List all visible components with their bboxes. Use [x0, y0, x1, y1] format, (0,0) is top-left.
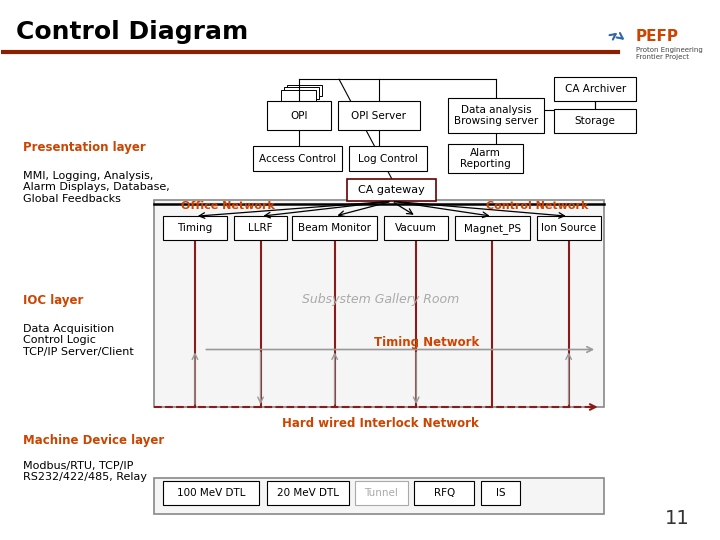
- FancyBboxPatch shape: [455, 217, 530, 240]
- Text: OPI Server: OPI Server: [351, 111, 407, 120]
- FancyBboxPatch shape: [348, 146, 427, 171]
- Text: Timing: Timing: [177, 224, 212, 233]
- Text: Vacuum: Vacuum: [395, 224, 437, 233]
- Text: Proton Engineering
Frontier Project: Proton Engineering Frontier Project: [636, 47, 703, 60]
- Text: CA gateway: CA gateway: [359, 185, 425, 195]
- FancyBboxPatch shape: [234, 217, 287, 240]
- Text: Access Control: Access Control: [259, 153, 336, 164]
- Text: Modbus/RTU, TCP/IP
RS232/422/485, Relay: Modbus/RTU, TCP/IP RS232/422/485, Relay: [22, 461, 147, 482]
- Text: CA Archiver: CA Archiver: [564, 84, 626, 93]
- FancyBboxPatch shape: [536, 217, 600, 240]
- Text: Ion Source: Ion Source: [541, 224, 596, 233]
- FancyBboxPatch shape: [348, 179, 436, 201]
- FancyBboxPatch shape: [284, 87, 319, 99]
- FancyBboxPatch shape: [554, 77, 636, 101]
- Text: Subsystem Gallery Room: Subsystem Gallery Room: [302, 293, 459, 306]
- FancyBboxPatch shape: [338, 101, 420, 130]
- FancyBboxPatch shape: [154, 200, 604, 407]
- Text: RFQ: RFQ: [433, 488, 455, 498]
- FancyBboxPatch shape: [267, 101, 331, 130]
- FancyBboxPatch shape: [384, 217, 448, 240]
- FancyBboxPatch shape: [267, 481, 348, 505]
- Text: 20 MeV DTL: 20 MeV DTL: [277, 488, 339, 498]
- Text: Office Network: Office Network: [181, 201, 275, 211]
- Text: 100 MeV DTL: 100 MeV DTL: [176, 488, 246, 498]
- FancyBboxPatch shape: [282, 90, 316, 101]
- Text: Data analysis
Browsing server: Data analysis Browsing server: [454, 105, 538, 126]
- FancyBboxPatch shape: [554, 109, 636, 133]
- FancyBboxPatch shape: [253, 146, 342, 171]
- Text: Alarm
Reporting: Alarm Reporting: [460, 148, 510, 170]
- FancyBboxPatch shape: [354, 481, 408, 505]
- Text: LLRF: LLRF: [248, 224, 273, 233]
- Text: Control Diagram: Control Diagram: [16, 20, 248, 44]
- Text: Tunnel: Tunnel: [364, 488, 398, 498]
- FancyBboxPatch shape: [287, 85, 322, 97]
- Text: Storage: Storage: [575, 116, 616, 126]
- FancyBboxPatch shape: [292, 217, 377, 240]
- Text: Machine Device layer: Machine Device layer: [22, 434, 164, 447]
- Text: OPI: OPI: [290, 111, 308, 120]
- Text: IS: IS: [496, 488, 505, 498]
- FancyBboxPatch shape: [448, 98, 544, 133]
- Text: Control Network: Control Network: [485, 201, 588, 211]
- FancyBboxPatch shape: [414, 481, 474, 505]
- Text: Log Control: Log Control: [358, 153, 418, 164]
- Text: Presentation layer: Presentation layer: [22, 141, 145, 154]
- Text: Magnet_PS: Magnet_PS: [464, 223, 521, 234]
- FancyBboxPatch shape: [448, 144, 523, 173]
- FancyBboxPatch shape: [154, 478, 604, 515]
- FancyBboxPatch shape: [482, 481, 521, 505]
- Text: Beam Monitor: Beam Monitor: [298, 224, 371, 233]
- Text: MMI, Logging, Analysis,
Alarm Displays, Database,
Global Feedbacks: MMI, Logging, Analysis, Alarm Displays, …: [22, 171, 169, 204]
- Text: PEFP: PEFP: [636, 29, 679, 44]
- FancyBboxPatch shape: [163, 217, 227, 240]
- Text: Timing Network: Timing Network: [374, 336, 480, 349]
- Text: 11: 11: [665, 509, 689, 528]
- FancyBboxPatch shape: [163, 481, 258, 505]
- Text: Hard wired Interlock Network: Hard wired Interlock Network: [282, 416, 479, 430]
- Text: IOC layer: IOC layer: [22, 294, 83, 307]
- Text: Data Acquisition
Control Logic
TCP/IP Server/Client: Data Acquisition Control Logic TCP/IP Se…: [22, 323, 133, 357]
